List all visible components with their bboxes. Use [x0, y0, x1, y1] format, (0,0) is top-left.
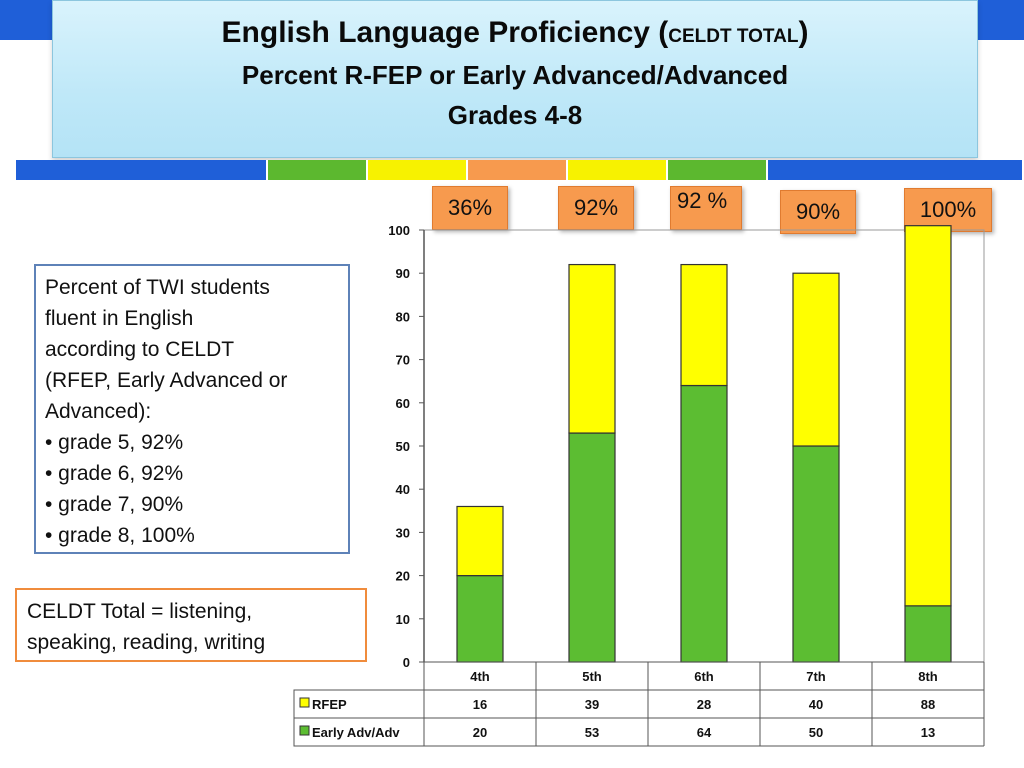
callout-8th: 100%: [904, 188, 992, 232]
subtitle-line-2: Grades 4-8: [447, 100, 583, 130]
callout-5th: 92%: [558, 186, 634, 230]
top-strip-left: [0, 0, 52, 40]
table-cell: 40: [809, 697, 823, 712]
bar-rfep: [456, 505, 504, 577]
note-line: speaking, reading, writing: [27, 631, 266, 654]
y-tick-label: 10: [396, 612, 410, 627]
band-segment: [668, 160, 768, 180]
x-category-label: 5th: [582, 669, 602, 684]
table-cell: 50: [809, 725, 823, 740]
info-line: (RFEP, Early Advanced or: [45, 369, 288, 392]
note-line: CELDT Total = listening,: [27, 600, 253, 623]
x-category-label: 4th: [470, 669, 490, 684]
info-line: Percent of TWI students: [45, 276, 270, 299]
title-close: ): [798, 16, 809, 49]
table-cell: 20: [473, 725, 487, 740]
table-cell: 39: [585, 697, 599, 712]
y-tick-label: 70: [396, 353, 410, 368]
info-bullet: • grade 7, 90%: [45, 493, 184, 516]
info-box: Percent of TWI students fluent in Englis…: [34, 264, 350, 554]
table-row-label: RFEP: [312, 697, 347, 712]
x-category-label: 6th: [694, 669, 714, 684]
y-tick-label: 90: [396, 266, 410, 281]
table-cell: 28: [697, 697, 711, 712]
table-cell: 88: [921, 697, 935, 712]
bar-rfep: [568, 263, 616, 434]
info-bullet: • grade 8, 100%: [45, 524, 195, 547]
info-line: fluent in English: [45, 307, 194, 330]
table-row-label: Early Adv/Adv: [312, 725, 400, 740]
y-tick-label: 80: [396, 309, 410, 324]
x-category-label: 8th: [918, 669, 938, 684]
bar-early-adv-adv: [568, 432, 616, 663]
bar-early-adv-adv: [904, 605, 952, 663]
y-tick-label: 60: [396, 396, 410, 411]
bar-early-adv-adv: [792, 445, 840, 663]
bar-rfep: [792, 272, 840, 447]
table-cell: 53: [585, 725, 599, 740]
x-category-label: 7th: [806, 669, 826, 684]
y-tick-label: 0: [403, 655, 410, 670]
band-segment: [768, 160, 1024, 180]
callout-6th: 92 %: [670, 186, 742, 230]
page-title: English Language Proficiency (CELDT TOTA…: [53, 15, 977, 55]
title-main: English Language Proficiency (: [221, 16, 669, 49]
title-small: CELDT TOTAL: [668, 26, 799, 47]
bar-rfep: [904, 225, 952, 607]
table-cell: 64: [697, 725, 712, 740]
callout-7th: 90%: [780, 190, 856, 234]
legend-swatch: [299, 725, 310, 736]
note-box: CELDT Total = listening, speaking, readi…: [15, 588, 367, 662]
table-cell: 16: [473, 697, 487, 712]
color-band: [16, 160, 1024, 180]
y-tick-label: 100: [388, 223, 410, 238]
band-segment: [568, 160, 668, 180]
bar-early-adv-adv: [456, 574, 504, 663]
band-segment: [268, 160, 368, 180]
y-tick-label: 40: [396, 482, 410, 497]
bar-rfep: [680, 263, 728, 387]
info-line: Advanced):: [45, 400, 152, 423]
band-segment: [468, 160, 568, 180]
table-cell: 13: [921, 725, 935, 740]
info-line: according to CELDT: [45, 338, 235, 361]
band-segment: [368, 160, 468, 180]
bar-early-adv-adv: [680, 384, 728, 663]
band-segment: [16, 160, 268, 180]
info-bullet: • grade 6, 92%: [45, 462, 184, 485]
top-strip-right: [978, 0, 1024, 40]
y-tick-label: 30: [396, 525, 410, 540]
title-box: English Language Proficiency (CELDT TOTA…: [52, 0, 978, 158]
subtitle-line-1: Percent R-FEP or Early Advanced/Advanced: [241, 60, 789, 90]
y-tick-label: 20: [396, 569, 410, 584]
info-bullet: • grade 5, 92%: [45, 431, 184, 454]
y-tick-label: 50: [396, 439, 410, 454]
legend-swatch: [299, 697, 310, 708]
